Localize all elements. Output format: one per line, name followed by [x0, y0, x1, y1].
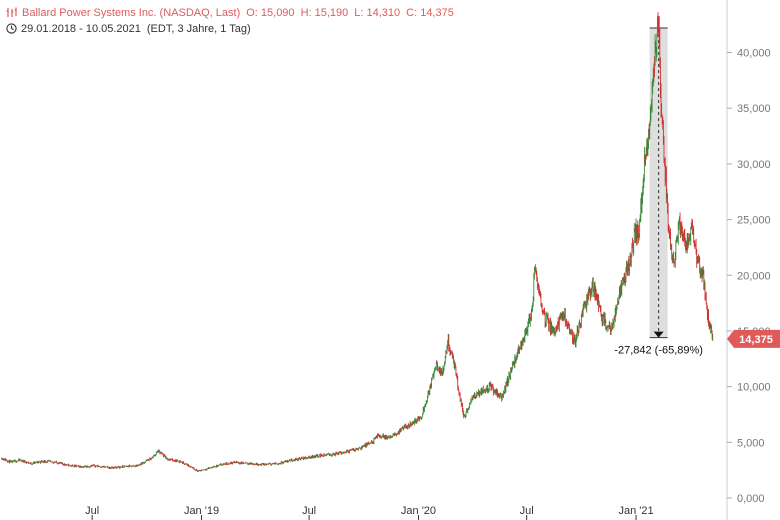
measure-band: [649, 28, 668, 338]
y-tick-label: 35,000: [737, 103, 771, 115]
chart-header-period: 29.01.2018 - 10.05.2021 (EDT, 3 Jahre, 1 …: [6, 23, 257, 35]
low-value: L: 14,310: [354, 7, 401, 19]
x-tick-label: Jan '20: [401, 505, 436, 517]
y-tick-label: 30,000: [737, 159, 771, 171]
y-tick-label: 10,000: [737, 382, 771, 394]
clock-icon: [6, 23, 17, 34]
measure-annotation: -27,842 (-65,89%): [614, 27, 703, 357]
instrument-name: Ballard Power Systems Inc. (NASDAQ, Last…: [22, 7, 241, 19]
measure-label: -27,842 (-65,89%): [614, 345, 703, 357]
x-tick-label: Jul: [85, 505, 99, 517]
y-tick-label: 5,000: [737, 437, 765, 449]
y-axis: 0,0005,00010,00015,00020,00025,00030,000…: [726, 0, 771, 520]
chart-header-quote: Ballard Power Systems Inc. (NASDAQ, Last…: [6, 7, 460, 19]
x-tick-label: Jan '21: [618, 505, 653, 517]
x-tick-label: Jul: [520, 505, 534, 517]
period-meta: (EDT, 3 Jahre, 1 Tag): [146, 23, 251, 35]
open-value: O: 15,090: [246, 7, 295, 19]
x-axis: Jul Jan '19 Jul Jan '20 Jul Jan '21: [85, 505, 654, 520]
close-value: C: 14,375: [406, 7, 454, 19]
bars-icon: [6, 7, 17, 17]
last-price-label: 14,375: [739, 334, 773, 346]
last-price-badge: [727, 329, 780, 348]
x-tick-label: Jul: [302, 505, 316, 517]
y-tick-label: 25,000: [737, 215, 771, 227]
measure-arrow-icon: [653, 331, 664, 338]
y-tick-label: 0,000: [737, 493, 765, 505]
date-range: 29.01.2018 - 10.05.2021: [21, 23, 141, 35]
candlestick-series: [1, 12, 714, 473]
x-tick-label: Jan '19: [184, 505, 219, 517]
y-tick-label: 40,000: [737, 48, 771, 60]
high-value: H: 15,190: [300, 7, 349, 19]
last-price-marker: 14,375: [727, 329, 780, 348]
y-tick-label: 20,000: [737, 270, 771, 282]
